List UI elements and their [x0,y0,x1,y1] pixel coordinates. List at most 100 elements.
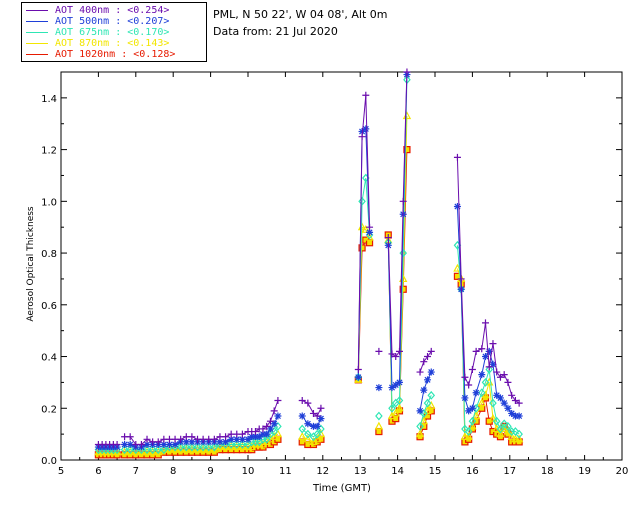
data-point [121,440,129,448]
data-point [488,413,498,422]
y-tick-label: 0.8 [41,249,57,260]
data-point [313,412,321,420]
series-layer [94,68,524,459]
legend-line-675nm [26,32,48,33]
data-point [232,440,241,449]
data-point [362,91,370,99]
plot-axes: 5 6 7 8 9 10 11 12 13 14 15 16 17 18 19 20 0.0 0.2 0.4 0.6 0… [41,71,629,477]
data-point [461,373,469,381]
data-point [388,403,396,413]
data-point [508,409,516,417]
data-point [199,442,207,452]
data-point [489,340,497,348]
data-point [395,403,404,412]
data-point [493,368,501,376]
data-point [481,377,490,387]
data-point [427,400,436,409]
series-line [419,351,432,373]
data-point [238,430,246,438]
series-line [387,71,408,358]
data-point [511,427,520,436]
x-axis-label: Time (GMT) [312,483,371,494]
data-point [504,421,512,431]
data-point [366,228,374,236]
data-point [270,407,278,415]
data-point [309,422,317,430]
legend-line-1020nm [26,54,48,55]
data-point [468,416,477,426]
data-point [309,409,317,417]
data-point [420,386,428,394]
data-point [420,358,428,366]
data-point [148,445,157,455]
data-point [126,440,134,448]
data-point [137,440,145,448]
data-point [427,390,436,400]
data-point [313,429,321,439]
data-point [259,425,267,433]
legend-line-870nm [26,43,48,44]
data-point [507,431,516,440]
legend-label-870nm: AOT 870nm : <0.143> [55,38,170,49]
data-point [477,388,486,398]
data-point [472,389,480,397]
data-point [489,398,497,408]
data-point [188,438,196,446]
x-tick-label: 20 [616,466,629,477]
data-point [248,433,256,441]
data-point [126,445,134,455]
data-point [465,407,473,415]
data-point [143,440,151,448]
data-point [227,435,235,443]
data-point [160,445,168,455]
data-point [496,429,505,438]
site-info: PML, N 50 22', W 04 08', Alt 0m [213,8,388,21]
data-point [304,399,312,407]
legend-line-500nm [26,21,48,22]
data-point [468,365,476,373]
data-point [392,353,400,361]
series-plus [94,68,523,448]
data-point [424,376,432,384]
data-point [120,445,129,455]
y-tick-label: 0.6 [41,301,57,312]
data-point [485,347,493,355]
data-point [273,429,283,438]
data-point [403,68,411,76]
data-point [274,397,282,405]
data-point [298,397,306,405]
data-point [262,434,271,444]
x-tick-label: 7 [133,466,139,477]
data-point [303,434,313,443]
data-point [204,442,213,452]
legend-label-675nm: AOT 675nm : <0.170> [55,27,170,38]
y-tick-label: 1.4 [41,94,57,105]
x-tick-label: 16 [466,466,479,477]
data-point [496,424,505,434]
data-point [177,435,185,443]
data-point [126,433,134,441]
data-point [358,196,366,206]
data-point [481,353,489,361]
data-point [210,442,219,452]
data-point [259,430,267,438]
data-point [388,384,396,392]
data-point [244,435,252,443]
data-point [298,424,307,434]
y-tick-label: 1.0 [41,197,57,208]
data-point [251,433,259,441]
y-axis-label: Aerosol Optical Thickness [26,206,36,322]
legend-item-675nm: AOT 675nm : <0.170> [22,27,206,39]
data-point [298,431,307,440]
data-point [388,350,396,358]
data-point [493,391,501,399]
data-point [423,406,432,414]
data-point [461,394,469,402]
legend: AOT 400nm : <0.254> AOT 500nm : <0.207> … [21,2,207,62]
data-point [481,319,489,327]
x-tick-label: 5 [58,466,64,477]
data-point [171,440,179,448]
data-point [182,438,190,446]
data-point [424,353,432,361]
data-point [176,442,185,452]
